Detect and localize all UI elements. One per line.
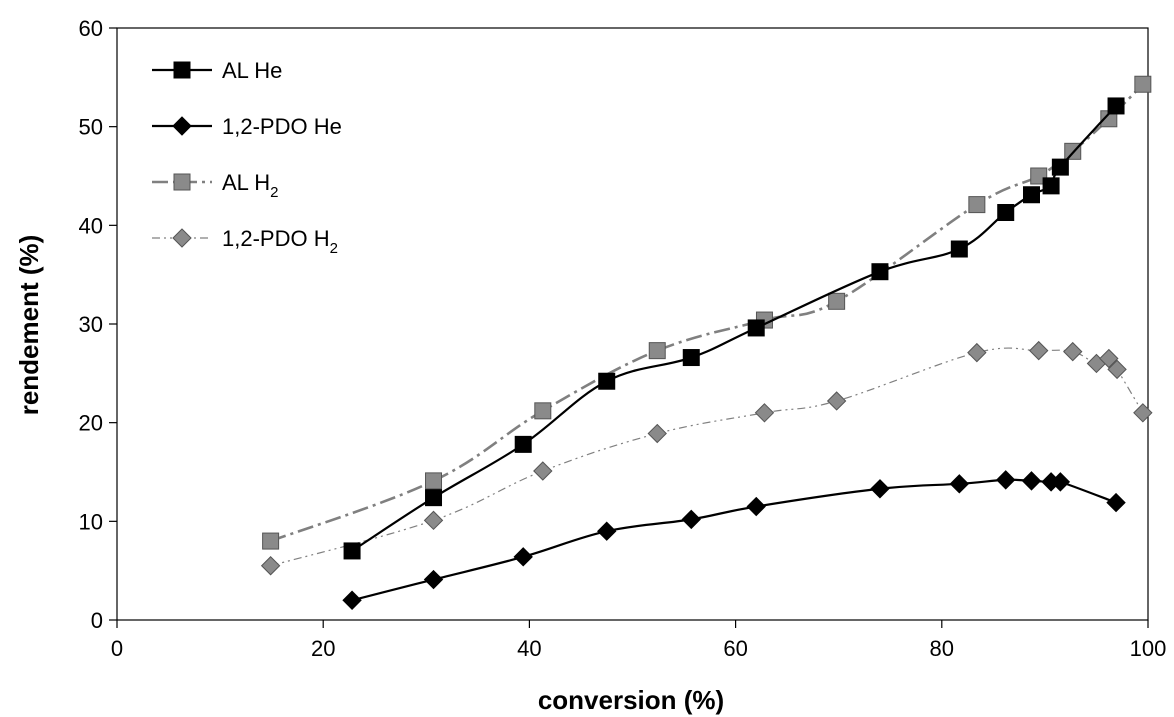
data-point [262,532,280,550]
data-point [423,569,444,590]
data-point [1133,403,1153,423]
data-point [968,196,986,214]
series-1 [342,470,1126,610]
data-point [997,204,1015,222]
y-axis-title: rendement (%) [14,235,44,416]
data-point [1107,97,1125,115]
data-point [423,510,444,531]
legend-label: 1,2-PDO He [222,114,342,139]
series-0 [343,97,1125,560]
data-point [1021,471,1042,491]
data-point [996,470,1016,490]
y-tick-label: 60 [79,16,103,41]
series-group [260,75,1153,610]
legend-marker [173,173,191,191]
legend-label: 1,2-PDO H2 [222,226,338,257]
data-point [1042,177,1060,195]
data-point [425,472,443,490]
x-tick-label: 60 [723,636,747,661]
data-point [342,590,362,610]
y-tick-label: 50 [79,115,103,140]
data-point [648,342,666,360]
data-point [746,496,766,517]
data-point [1099,348,1119,369]
legend: AL He 1,2-PDO He AL H2 1,2-PDO H2 [152,58,342,257]
y-tick-label: 0 [91,608,103,633]
x-tick-label: 40 [517,636,541,661]
data-point [1029,340,1049,361]
legend-item-3: 1,2-PDO H2 [152,226,338,257]
data-point [1063,341,1083,362]
legend-marker [172,228,192,248]
y-tick-label: 30 [79,312,103,337]
data-point [1051,158,1069,176]
series-line [270,347,1144,567]
data-point [826,391,847,411]
data-point [597,521,617,541]
data-point [260,556,281,576]
y-tick-label: 20 [79,411,103,436]
data-point [870,479,890,499]
legend-item-0: AL He [152,58,282,83]
data-point [533,461,553,481]
series-line [351,478,1117,602]
data-point [1050,472,1071,492]
data-point [598,372,616,390]
x-axis-title: conversion (%) [538,685,724,715]
y-tick-label: 10 [79,509,103,534]
data-point [1107,359,1127,380]
data-point [647,423,667,444]
data-point [754,403,775,423]
legend-marker [173,61,191,79]
data-point [950,240,968,258]
x-tick-label: 0 [111,636,123,661]
data-point [514,435,532,453]
legend-label: AL He [222,58,282,83]
data-point [871,263,889,281]
data-point [747,319,765,337]
data-point [1022,186,1040,204]
axes: 0 10 20 30 40 50 60 0 20 40 60 80 100 [79,16,1167,661]
data-point [1134,75,1152,93]
y-tick-label: 40 [79,213,103,238]
legend-item-2: AL H2 [152,170,278,201]
legend-marker [172,116,192,136]
data-point [343,542,361,560]
series-3 [260,340,1153,576]
legend-item-1: 1,2-PDO He [152,114,342,139]
data-point [949,474,970,494]
data-point [682,349,700,367]
series-2 [262,75,1152,550]
data-point [681,509,701,530]
series-line [270,83,1144,543]
data-point [513,547,533,567]
x-tick-label: 80 [930,636,954,661]
x-tick-label: 20 [311,636,335,661]
data-point [828,292,846,310]
data-point [534,402,552,420]
data-point [425,489,443,507]
data-point [967,342,987,363]
x-tick-label: 100 [1130,636,1167,661]
data-point [1106,492,1126,513]
legend-label: AL H2 [222,170,278,201]
